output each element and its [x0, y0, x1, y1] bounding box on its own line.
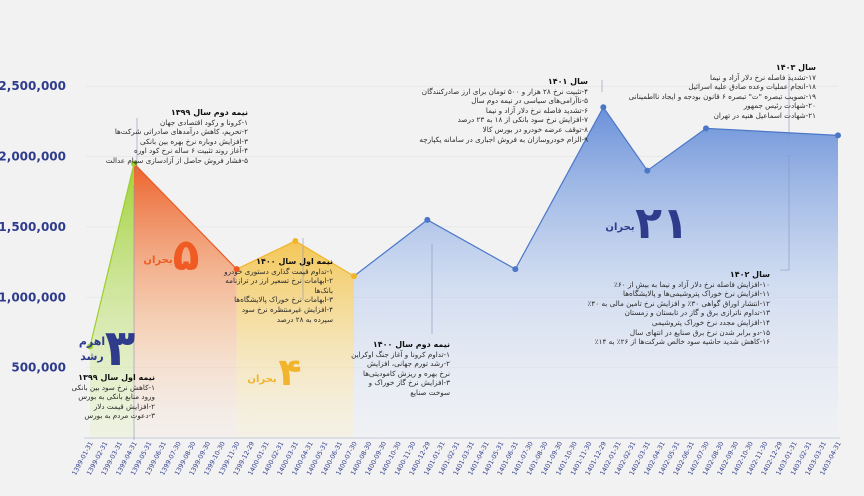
- y-axis: 500,000 1,000,000 1,500,000 2,000,000 2,500,…: [0, 79, 66, 374]
- annotation-line: ۱۴-افزایش مجدد نرخ خوراک پتروشیمی: [651, 317, 770, 327]
- annotation-a6: سال ۱۴۰۲ ۱۰-افزایش فاصله نرخ دلار آزاد و …: [515, 270, 770, 347]
- series-points: [87, 104, 841, 350]
- annotation-line: ۱-کرونا و رکود اقتصادی جهان: [159, 117, 248, 127]
- annotation-line: ۶-تشدید فاصله نرخ دلار آزاد و نیما: [485, 105, 588, 115]
- annotation-title: سال ۱۴۰۲: [729, 270, 770, 279]
- annotation-title: نیمه دوم سال ۱۳۹۹: [170, 108, 248, 117]
- annotation-line: ۲۰-شهادت رئیس جمهور: [743, 101, 816, 111]
- area-region: [134, 163, 237, 439]
- annotation-line: ۱۸-انجام عملیات وعده صادق علیه اسرائیل: [688, 82, 816, 92]
- annotation-title: نیمه اول سال ۱۳۹۹: [78, 373, 155, 382]
- annotation-line: ۴-افزایش غیرمنتظره نرخ سود: [241, 304, 333, 314]
- data-point: [835, 132, 841, 139]
- annotation-line: ۱-تداوم قیمت گذاری دستوری خودرو: [224, 266, 333, 276]
- area-region: [90, 163, 134, 439]
- area-region: [354, 107, 838, 438]
- annotation-line: ۱۵-دو برابر شدن نرخ برق صنایع در انتهای …: [629, 327, 770, 337]
- data-point: [131, 160, 137, 167]
- annotation-line: ۴-تثبیت نرخ ۲۸ هزار و ۵۰۰ تومان برای ارز…: [421, 86, 588, 96]
- data-point: [703, 125, 709, 132]
- data-point: [644, 167, 651, 174]
- annotation-line: بانک‌ها: [314, 285, 333, 295]
- annotation-line: ۴-آغاز روند تثبیت ۶ ساله نرخ کود اوره: [134, 146, 248, 156]
- annotation-line: ۳-دعوت مردم به بورس: [84, 411, 155, 421]
- leader-lines: [133, 74, 790, 440]
- region-label: رشد: [80, 350, 104, 363]
- annotation-a1: نیمه اول سال ۱۳۹۹ ۱-کاهش نرخ سود بین بانک…: [55, 373, 155, 421]
- annotation-line: ۲-رشد تورم جهانی، افزایش: [366, 359, 450, 369]
- annotation-title: سال ۱۴۰۳: [775, 63, 816, 72]
- annotation-line: ورود منابع بانکی به بورس: [78, 392, 155, 402]
- annotation-line: سوخت صنایع: [410, 387, 450, 397]
- x-axis: 1399-01-311399-02-311399-03-311399-04-31…: [70, 437, 843, 477]
- annotation-title: نیمه اول سال ۱۴۰۰: [256, 257, 333, 266]
- y-tick-label: 2,500,000: [0, 79, 66, 93]
- y-tick-label: 500,000: [11, 361, 66, 375]
- leader-line: [780, 155, 790, 271]
- annotation-line: ۱۹-تصویب تبصره "ت" تبصره ۶ قانون بودجه و…: [628, 91, 816, 101]
- data-point: [87, 343, 93, 350]
- data-point: [292, 237, 299, 244]
- data-point: [351, 273, 357, 280]
- region-number: ۳: [105, 319, 136, 377]
- annotation-line: ۳-ابهامات نرخ خوراک پالایشگاه‌ها: [234, 295, 333, 305]
- annotation-line: ۵-فشار فروش حاصل از آزادسازی سهام عدالت: [105, 155, 248, 165]
- data-point: [600, 104, 607, 111]
- annotation-line: ۱۰-افزایش فاصله نرخ دلار آزاد و نیما به …: [614, 279, 770, 289]
- annotation-line: ۳-افزایش نرخ گاز خوراک و: [368, 378, 450, 388]
- annotation-line: ۱-کاهش نرخ سود بین بانکی: [71, 382, 155, 392]
- area-regions: [90, 107, 838, 439]
- annotation-line: ۳-افزایش دوباره نرخ بهره بین بانکی: [140, 136, 248, 146]
- annotation-a4: نیمه دوم سال ۱۴۰۰ ۱-تداوم کرونا و آغاز جن…: [330, 340, 450, 398]
- region-number: ۲۱: [635, 198, 689, 249]
- annotation-line: ۱۳-تداوم ناترازی برق و گاز در تابستان و …: [624, 308, 770, 318]
- y-tick-label: 1,000,000: [0, 290, 66, 304]
- region-number: ۵: [173, 230, 200, 281]
- annotation-line: سپرده به ۲۸ درصد: [276, 314, 333, 324]
- series-segment: [89, 163, 135, 347]
- region-label: بحران: [247, 374, 276, 385]
- annotation-line: نرخ بهره و ریزش کامودیتی‌ها: [363, 368, 450, 378]
- annotation-line: ۲-ابهامات نرخ تسعیر ارز در ترازنامه: [225, 276, 333, 286]
- annotation-line: ۱۲-انتشار اوراق گواهی ۳۰٪ و افزایش نرخ ت…: [587, 298, 770, 308]
- series-segment: [133, 163, 238, 270]
- annotation-line: ۱۷-تشدید فاصله نرخ دلار آزاد و نیما: [710, 72, 816, 82]
- annotation-line: ۸-توقف عرضه خودرو در بورس کالا: [482, 124, 588, 134]
- y-tick-label: 1,500,000: [0, 220, 66, 234]
- annotation-a7: سال ۱۴۰۳ ۱۷-تشدید فاصله نرخ دلار آزاد و ن…: [620, 63, 816, 121]
- annotation-a3: نیمه اول سال ۱۴۰۰ ۱-تداوم قیمت گذاری دستو…: [215, 257, 333, 324]
- annotation-line: ۱۱-افزایش نرخ خوراک پتروشیمی‌ها و پالایش…: [623, 289, 770, 299]
- region-number: ۴: [278, 350, 301, 394]
- y-tick-label: 2,000,000: [0, 150, 66, 164]
- data-point: [512, 266, 519, 273]
- annotation-line: ۱۶-کاهش شدید حاشیه سود خالص شرکت‌ها از ۲…: [594, 337, 770, 347]
- data-point: [424, 216, 431, 223]
- annotation-title: نیمه دوم سال ۱۴۰۰: [372, 340, 450, 349]
- data-point: [233, 266, 240, 273]
- region-label: بحران: [143, 255, 172, 266]
- annotation-line: ۱-تداوم کرونا و آغاز جنگ اوکراین: [351, 349, 450, 359]
- annotation-title: سال ۱۴۰۱: [547, 77, 588, 86]
- annotation-a2: نیمه دوم سال ۱۳۹۹ ۱-کرونا و رکود اقتصادی …: [70, 108, 248, 166]
- annotation-line: ۹-الزام خودروسازان به فروش اجباری در سام…: [419, 134, 588, 144]
- annotation-line: ۷-افزایش نرخ سود بانکی از ۱۸ به ۲۳ درصد: [457, 115, 588, 125]
- annotation-line: ۲۱-شهادت اسماعیل هنیه در تهران: [713, 110, 816, 120]
- annotation-line: ۲-افزایش قیمت دلار: [93, 401, 155, 411]
- region-label: بحران: [605, 222, 634, 233]
- annotation-a5: سال ۱۴۰۱ ۴-تثبیت نرخ ۲۸ هزار و ۵۰۰ تومان …: [398, 77, 588, 144]
- annotation-line: ۲-تحریم، کاهش درآمدهای صادراتی شرکت‌ها: [114, 127, 248, 137]
- annotation-line: ۵-ناآرامی‌های سیاسی در نیمه دوم سال: [471, 96, 588, 106]
- region-label: اهرم: [79, 335, 105, 348]
- area-region: [236, 240, 354, 438]
